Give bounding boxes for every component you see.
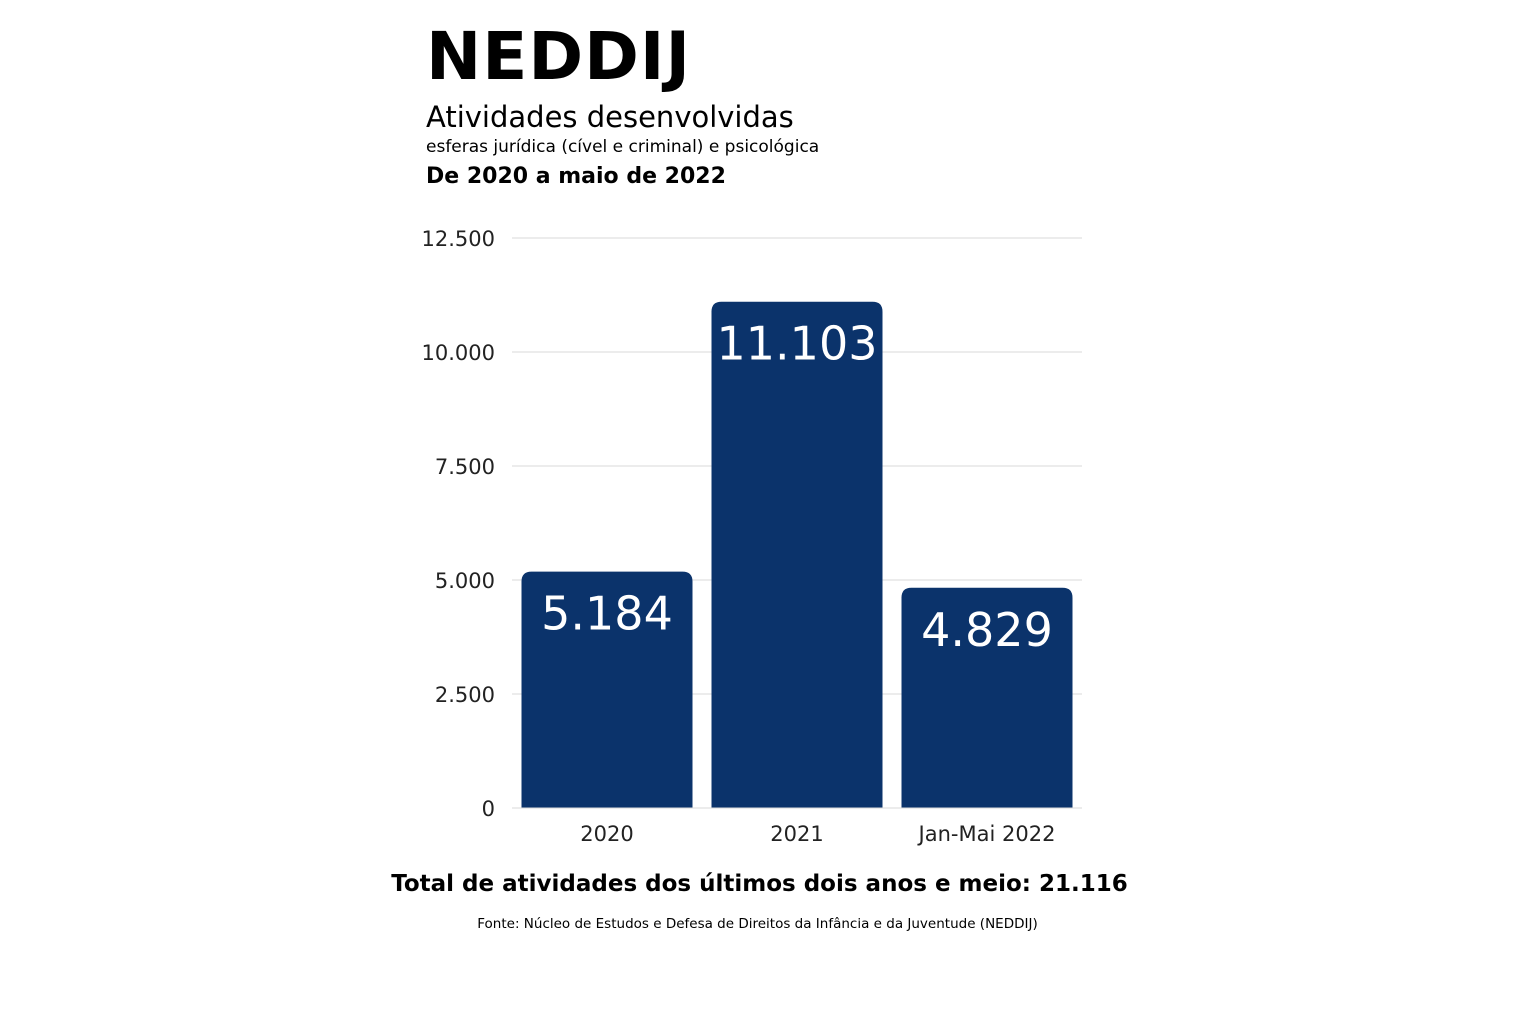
bar-value-label: 5.184 <box>541 587 673 641</box>
x-tick-label: 2020 <box>580 822 633 846</box>
chart-period: De 2020 a maio de 2022 <box>426 164 726 189</box>
chart-subtitle: Atividades desenvolvidas <box>426 100 794 134</box>
y-tick-label: 2.500 <box>435 683 495 707</box>
total-activities: Total de atividades dos últimos dois ano… <box>391 871 1128 897</box>
y-tick-label: 10.000 <box>422 341 495 365</box>
bar <box>521 571 693 808</box>
x-tick-label: 2021 <box>770 822 823 846</box>
chart-description: esferas jurídica (cível e criminal) e ps… <box>426 137 820 157</box>
y-tick-label: 0 <box>482 797 495 821</box>
bar-value-label: 4.829 <box>921 603 1053 657</box>
x-tick-label: Jan-Mai 2022 <box>917 822 1056 846</box>
y-tick-label: 7.500 <box>435 455 495 479</box>
bar-value-label: 11.103 <box>717 317 878 371</box>
bar <box>711 301 883 808</box>
y-tick-label: 5.000 <box>435 569 495 593</box>
y-tick-label: 12.500 <box>422 227 495 251</box>
source-note: Fonte: Núcleo de Estudos e Defesa de Dir… <box>477 916 1038 932</box>
bar <box>901 587 1073 808</box>
chart-title: NEDDIJ <box>426 18 692 95</box>
